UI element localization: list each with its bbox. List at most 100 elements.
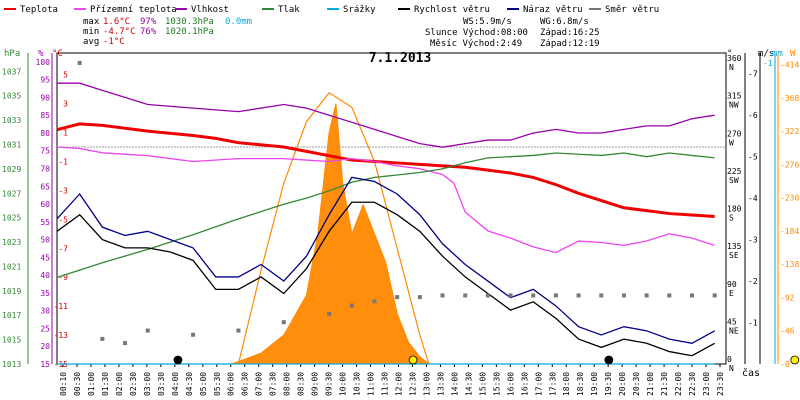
tick-humidity: 35: [40, 289, 50, 298]
x-tick-label: 23:30: [716, 372, 725, 396]
tick-wind-dir-label: NW: [729, 101, 739, 110]
legend-label: Tlak: [278, 5, 300, 15]
x-tick-label: 00:30: [73, 372, 82, 396]
tick-pressure: 1037: [2, 67, 21, 76]
info-ws: WS:5.9m/s: [463, 17, 512, 27]
tick-humidity: 60: [40, 200, 50, 209]
x-tick-label: 14:30: [464, 372, 473, 396]
stats-rain: 0.0mm: [225, 17, 252, 27]
wind-direction-point: [327, 311, 332, 316]
x-tick-label: 19:00: [590, 372, 599, 396]
tick-wind-dir: 180: [727, 205, 742, 214]
axis-header-w: W: [790, 49, 796, 59]
legend-label: Směr větru: [605, 5, 659, 15]
wind-direction-point: [508, 293, 513, 298]
x-tick-label: 03:30: [157, 372, 166, 396]
x-tick-label: 20:00: [618, 372, 627, 396]
legend-label: Teplota: [20, 5, 58, 15]
tick-rain: -1: [763, 59, 773, 68]
x-tick-label: 06:00: [227, 372, 236, 396]
moon-marker: [173, 355, 183, 365]
wind-direction-point: [100, 336, 105, 341]
tick-wind-dir: 315: [727, 92, 742, 101]
wind-direction-point: [689, 293, 694, 298]
tick-pressure: 1021: [2, 262, 21, 271]
tick-pressure: 1013: [2, 360, 21, 369]
tick-solar: -368: [780, 94, 799, 103]
wind-direction-point: [77, 61, 82, 65]
info-wg: WG:6.8m/s: [540, 17, 589, 27]
tick-wind-dir-label: N: [729, 63, 734, 72]
tick-temperature: -5: [58, 215, 68, 224]
tick-pressure: 1033: [2, 116, 21, 125]
tick-pressure: 1017: [2, 311, 21, 320]
wind-direction-point: [281, 320, 286, 325]
tick-wind-speed: -6: [748, 111, 758, 120]
tick-wind-dir-label: N: [729, 364, 734, 373]
legend-label: Vlhkost: [191, 5, 229, 15]
x-tick-label: 07:30: [269, 372, 278, 396]
tick-humidity: 20: [40, 342, 50, 351]
x-tick-label: 06:30: [241, 372, 250, 396]
x-tick-label: 16:00: [506, 372, 515, 396]
tick-wind-dir-label: NE: [729, 326, 739, 335]
x-tick-label: 14:00: [450, 372, 459, 396]
x-tick-label: 11:00: [367, 372, 376, 396]
tick-pressure: 1019: [2, 287, 21, 296]
series-line-vlhkost: [57, 82, 715, 148]
x-tick-label: 15:30: [492, 372, 501, 396]
wind-direction-point: [576, 293, 581, 298]
tick-pressure: 1015: [2, 336, 21, 345]
tick-solar: -92: [780, 293, 795, 302]
x-tick-label: 00:10: [59, 372, 68, 396]
wind-direction-point: [145, 328, 150, 333]
info-moon: Měsíc Východ:2:49: [430, 39, 522, 49]
x-tick-label: 11:30: [381, 372, 390, 396]
tick-solar: -184: [780, 227, 799, 236]
tick-wind-dir: 360: [727, 54, 742, 63]
tick-wind-dir: 45: [727, 317, 737, 326]
tick-wind-speed: -4: [748, 194, 758, 203]
stats-humidity: 76%: [140, 27, 157, 37]
wind-direction-point: [372, 299, 377, 304]
x-tick-label: 01:30: [101, 372, 110, 396]
stats-temp: 1.6°C: [103, 17, 130, 27]
x-tick-label: 15:00: [478, 372, 487, 396]
tick-temperature: -11: [54, 302, 69, 311]
chart-title: 7.1.2013: [369, 51, 432, 66]
legend: Teplota Přízemní teplota Vlhkost Tlak Srážky…: [4, 5, 659, 15]
stats-row-label: min: [83, 27, 99, 37]
tick-pressure: 1035: [2, 92, 21, 101]
stats-pressure: 1020.1hPa: [165, 27, 214, 37]
x-tick-label: 18:30: [576, 372, 585, 396]
info-sun: Slunce Východ:08:00: [425, 28, 528, 38]
stats-row-label: max: [83, 17, 100, 27]
x-tick-label: 01:00: [87, 372, 96, 396]
wind-direction-point: [667, 293, 672, 298]
x-tick-label: 20:30: [632, 372, 641, 396]
tick-humidity: 85: [40, 111, 50, 120]
axis-header-ms: m/s: [758, 49, 774, 59]
wind-direction-point: [599, 293, 604, 298]
tick-pressure: 1029: [2, 165, 21, 174]
x-tick-label: 09:00: [311, 372, 320, 396]
astro-info-panel: WS:5.9m/s WG:6.8m/s Slunce Východ:08:00 Záp…: [425, 17, 600, 49]
stats-humidity: 97%: [140, 17, 157, 27]
x-tick-label: 21:30: [660, 372, 669, 396]
x-tick-label: 03:00: [143, 372, 152, 396]
tick-wind-speed: -2: [748, 277, 758, 286]
wind-direction-point: [712, 293, 717, 298]
tick-temperature: 3: [63, 100, 68, 109]
wind-direction-point: [531, 293, 536, 298]
series-line-tlak: [56, 152, 715, 279]
x-tick-label: 04:30: [185, 372, 194, 396]
legend-label: Náraz větru: [523, 5, 583, 15]
x-tick-label: 17:30: [548, 372, 557, 396]
tick-wind-dir-label: E: [729, 289, 734, 298]
tick-temperature: -7: [58, 244, 68, 253]
tick-humidity: 80: [40, 129, 50, 138]
tick-wind-dir-label: S: [729, 214, 734, 223]
tick-wind-speed: -1: [748, 319, 758, 328]
tick-solar: -414: [780, 61, 799, 70]
solar-radiation-area: [231, 103, 431, 365]
